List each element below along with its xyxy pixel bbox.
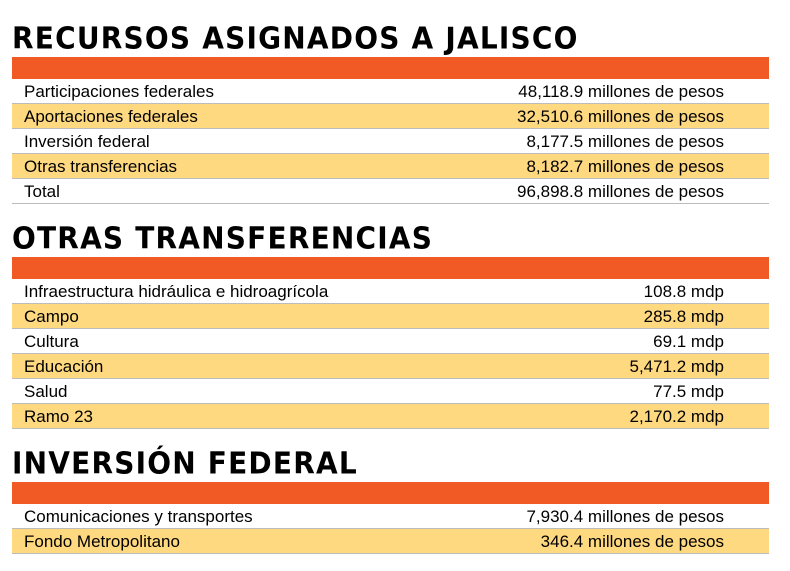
row-value: 285.8 mdp — [643, 307, 724, 326]
section-title: INVERSIÓN FEDERAL — [12, 445, 358, 482]
table-row: Otras transferencias 8,182.7 millones de… — [12, 154, 769, 179]
row-label: Total — [24, 182, 60, 201]
section-header-bar — [12, 482, 769, 504]
row-label: Salud — [24, 382, 68, 401]
table-row: Aportaciones federales 32,510.6 millones… — [12, 104, 769, 129]
section-title: OTRAS TRANSFERENCIAS — [12, 220, 434, 257]
table-row: Campo 285.8 mdp — [12, 304, 769, 329]
row-label: Inversión federal — [24, 132, 150, 151]
row-label: Cultura — [24, 332, 79, 351]
row-value: 32,510.6 millones de pesos — [517, 107, 724, 126]
row-value: 108.8 mdp — [643, 282, 724, 301]
table-row: Inversión federal 8,177.5 millones de pe… — [12, 129, 769, 154]
row-value: 96,898.8 millones de pesos — [517, 182, 724, 201]
row-value: 69.1 mdp — [653, 332, 724, 351]
row-value: 346.4 millones de pesos — [540, 532, 724, 551]
table-row: Infraestructura hidráulica e hidroagríco… — [12, 279, 769, 304]
section-header-bar — [12, 57, 769, 79]
row-label: Comunicaciones y transportes — [24, 507, 253, 526]
section-recursos-asignados: RECURSOS ASIGNADOS A JALISCO Participaci… — [12, 20, 769, 204]
row-label: Ramo 23 — [24, 407, 93, 426]
row-label: Fondo Metropolitano — [24, 532, 180, 551]
row-value: 2,170.2 mdp — [629, 407, 724, 426]
row-value: 7,930.4 millones de pesos — [526, 507, 724, 526]
row-label: Otras transferencias — [24, 157, 178, 176]
section-title: RECURSOS ASIGNADOS A JALISCO — [12, 20, 579, 57]
row-label: Infraestructura hidráulica e hidroagríco… — [24, 282, 329, 301]
table-row: Educación 5,471.2 mdp — [12, 354, 769, 379]
row-value: 5,471.2 mdp — [629, 357, 724, 376]
table-row: Cultura 69.1 mdp — [12, 329, 769, 354]
row-value: 77.5 mdp — [653, 382, 724, 401]
table-row: Salud 77.5 mdp — [12, 379, 769, 404]
table-row: Participaciones federales 48,118.9 millo… — [12, 79, 769, 104]
row-label: Participaciones federales — [24, 82, 214, 101]
row-value: 48,118.9 millones de pesos — [518, 82, 724, 101]
table-row: Ramo 23 2,170.2 mdp — [12, 404, 769, 429]
section-header-bar — [12, 257, 769, 279]
row-value: 8,177.5 millones de pesos — [526, 132, 724, 151]
row-label: Campo — [24, 307, 79, 326]
table-row: Comunicaciones y transportes 7,930.4 mil… — [12, 504, 769, 529]
row-value: 8,182.7 millones de pesos — [526, 157, 724, 176]
row-label: Educación — [24, 357, 104, 376]
table-row-total: Total 96,898.8 millones de pesos — [12, 179, 769, 204]
row-label: Aportaciones federales — [24, 107, 198, 126]
table-row: Fondo Metropolitano 346.4 millones de pe… — [12, 529, 769, 554]
section-otras-transferencias: OTRAS TRANSFERENCIAS Infraestructura hid… — [12, 220, 769, 429]
section-inversion-federal: INVERSIÓN FEDERAL Comunicaciones y trans… — [12, 445, 769, 554]
